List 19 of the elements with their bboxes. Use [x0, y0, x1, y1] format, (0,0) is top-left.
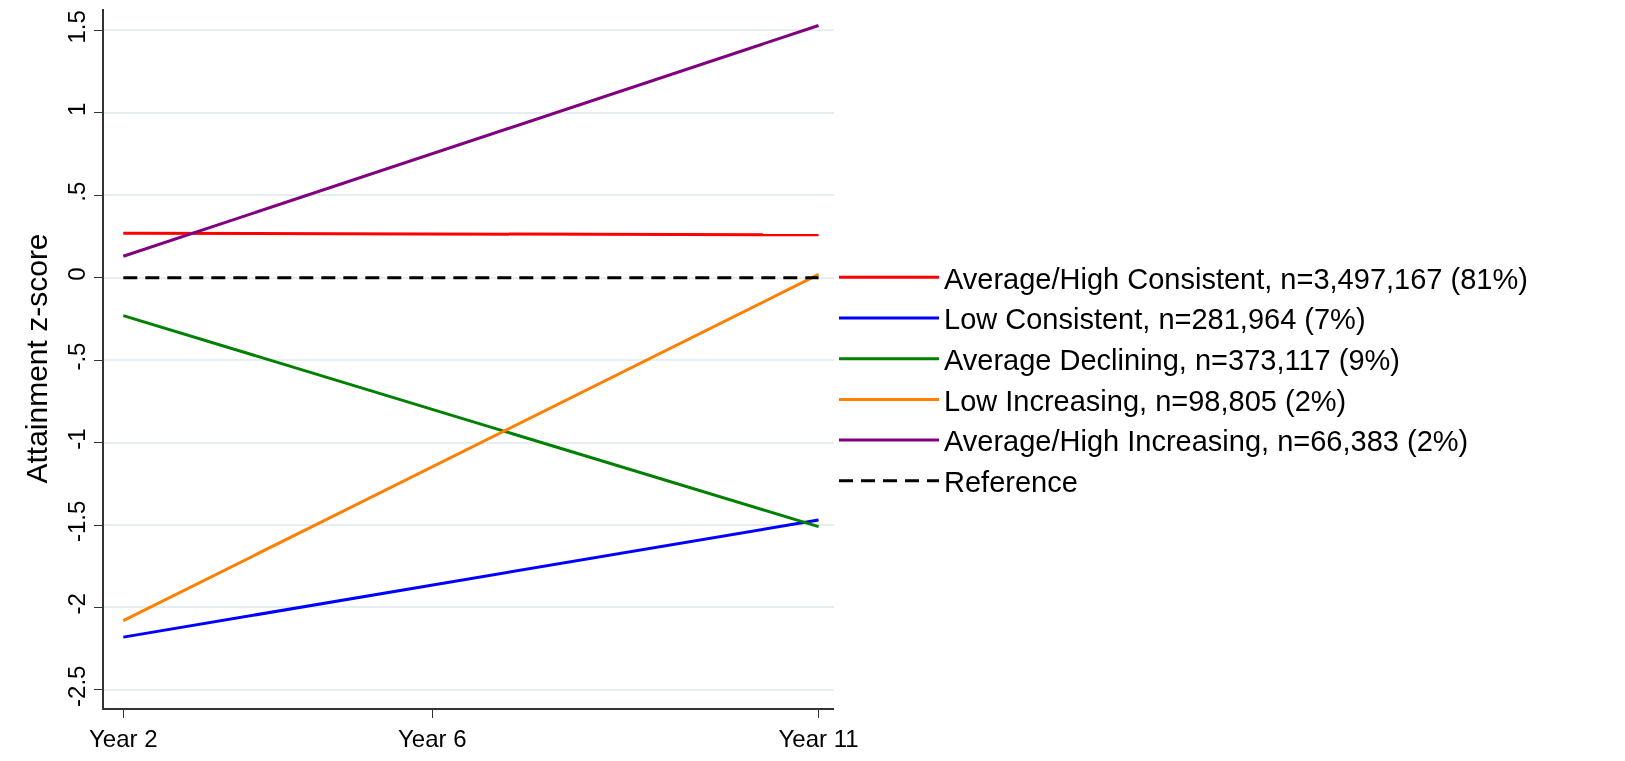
legend-label: Average/High Increasing, n=66,383 (2%)	[944, 425, 1469, 458]
legend-label: Low Increasing, n=98,805 (2%)	[944, 384, 1347, 417]
y-tick-label: 1	[62, 102, 90, 116]
legend-label: Reference	[944, 466, 1078, 499]
y-tick-label: 1.5	[62, 10, 90, 44]
y-tick-label: 0	[62, 267, 90, 281]
y-tick-label: -2	[62, 593, 90, 615]
x-tick-label: Year 2	[89, 724, 158, 752]
legend-label: Average/High Consistent, n=3,497,167 (81%)	[944, 262, 1528, 295]
y-tick-label: -.5	[62, 342, 90, 371]
y-tick-label: -1.5	[62, 500, 90, 543]
x-tick-label: Year 11	[778, 724, 859, 752]
legend-label: Low Consistent, n=281,964 (7%)	[944, 303, 1366, 336]
x-tick-label: Year 6	[398, 724, 467, 752]
y-tick-label: -2.5	[62, 665, 90, 707]
y-tick-label: .5	[62, 181, 90, 202]
y-tick-label: -1	[62, 428, 90, 450]
legend-label: Average Declining, n=373,117 (9%)	[944, 344, 1400, 377]
y-axis-title: Attainment z-score	[20, 233, 54, 484]
